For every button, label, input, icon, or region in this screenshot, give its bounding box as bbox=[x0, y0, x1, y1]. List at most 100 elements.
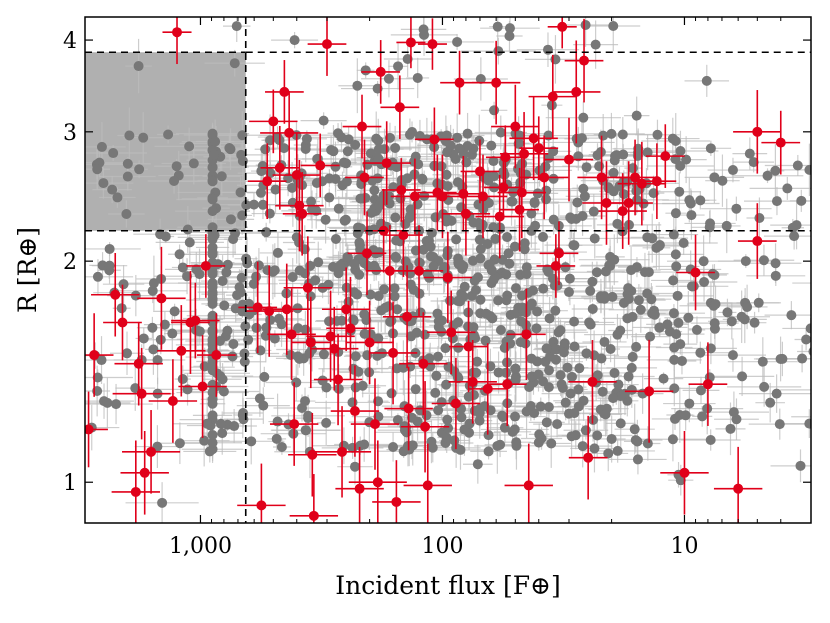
data-point-background bbox=[258, 400, 269, 411]
data-point-background bbox=[672, 290, 683, 301]
data-point-background bbox=[225, 214, 236, 225]
data-point-background bbox=[217, 428, 228, 439]
data-point-highlighted bbox=[775, 137, 786, 148]
data-point-background bbox=[524, 381, 535, 392]
data-point-background bbox=[318, 115, 329, 126]
data-point-highlighted bbox=[463, 341, 474, 352]
data-point-background bbox=[626, 384, 637, 395]
data-point-background bbox=[757, 356, 768, 367]
data-point-highlighted bbox=[630, 172, 641, 183]
data-point-background bbox=[272, 247, 283, 258]
data-point-background bbox=[360, 192, 371, 203]
data-point-highlighted bbox=[156, 293, 167, 304]
data-point-background bbox=[307, 204, 318, 215]
data-point-highlighted bbox=[587, 376, 598, 387]
data-point-background bbox=[749, 317, 760, 328]
data-point-background bbox=[617, 129, 628, 140]
data-point-background bbox=[544, 365, 555, 376]
data-point-background bbox=[726, 316, 737, 327]
data-point-background bbox=[538, 283, 549, 294]
data-point-background bbox=[147, 322, 158, 333]
data-point-background bbox=[673, 317, 684, 328]
data-point-background bbox=[560, 397, 571, 408]
data-point-highlighted bbox=[623, 197, 634, 208]
data-point-background bbox=[392, 414, 403, 425]
data-point-highlighted bbox=[550, 260, 561, 271]
data-point-background bbox=[393, 61, 404, 72]
data-point-background bbox=[669, 354, 680, 365]
data-point-background bbox=[722, 307, 733, 318]
data-point-background bbox=[532, 306, 543, 317]
data-point-highlighted bbox=[294, 200, 305, 211]
data-point-background bbox=[138, 333, 149, 344]
data-point-background bbox=[379, 284, 390, 295]
data-point-background bbox=[631, 185, 642, 196]
data-point-highlighted bbox=[752, 236, 763, 247]
data-point-background bbox=[492, 440, 503, 451]
data-point-background bbox=[431, 370, 442, 381]
data-point-background bbox=[592, 430, 603, 441]
data-point-background bbox=[207, 410, 218, 421]
data-point-highlighted bbox=[372, 477, 383, 488]
data-point-background bbox=[294, 265, 305, 276]
data-point-background bbox=[737, 371, 748, 382]
data-point-background bbox=[390, 142, 401, 153]
data-point-background bbox=[504, 30, 515, 41]
data-point-background bbox=[122, 348, 133, 359]
data-point-background bbox=[207, 162, 218, 173]
data-point-background bbox=[728, 407, 739, 418]
data-point-background bbox=[462, 128, 473, 139]
data-point-background bbox=[566, 371, 577, 382]
data-point-background bbox=[516, 316, 527, 327]
data-point-background bbox=[347, 397, 358, 408]
data-point-highlighted bbox=[391, 496, 402, 507]
data-point-background bbox=[704, 222, 715, 233]
data-point-background bbox=[350, 351, 361, 362]
data-point-highlighted bbox=[264, 306, 275, 317]
data-point-background bbox=[134, 164, 145, 175]
data-point-background bbox=[754, 212, 765, 223]
data-point-background bbox=[402, 173, 413, 184]
data-point-background bbox=[612, 445, 623, 456]
data-point-highlighted bbox=[289, 419, 300, 430]
data-point-background bbox=[611, 150, 622, 161]
data-point-background bbox=[98, 178, 109, 189]
data-point-background bbox=[813, 412, 823, 422]
data-point-background bbox=[239, 356, 250, 367]
data-point-background bbox=[293, 323, 304, 334]
data-point-background bbox=[228, 234, 239, 245]
data-point-highlighted bbox=[564, 154, 574, 165]
data-point-highlighted bbox=[297, 208, 308, 219]
data-point-highlighted bbox=[359, 172, 370, 183]
data-point-background bbox=[291, 377, 302, 388]
data-point-background bbox=[576, 133, 587, 144]
data-point-background bbox=[608, 393, 619, 404]
data-point-background bbox=[474, 415, 485, 426]
data-point-highlighted bbox=[498, 182, 509, 193]
data-point-background bbox=[642, 147, 653, 158]
data-point-background bbox=[392, 304, 403, 315]
data-point-highlighted bbox=[446, 327, 457, 338]
data-point-background bbox=[550, 354, 561, 365]
data-point-background bbox=[503, 248, 514, 259]
data-point-background bbox=[389, 283, 400, 294]
data-point-highlighted bbox=[579, 55, 590, 66]
data-point-background bbox=[398, 362, 409, 373]
data-point-highlighted bbox=[409, 191, 420, 202]
data-point-background bbox=[169, 175, 180, 186]
data-point-background bbox=[585, 319, 596, 330]
data-point-background bbox=[398, 446, 409, 457]
data-point-background bbox=[599, 293, 610, 304]
data-point-background bbox=[373, 144, 384, 155]
data-point-background bbox=[813, 278, 823, 288]
data-point-highlighted bbox=[398, 230, 409, 241]
data-point-background bbox=[426, 436, 437, 447]
data-point-highlighted bbox=[596, 172, 607, 183]
data-point-background bbox=[342, 146, 353, 157]
data-point-background bbox=[330, 161, 341, 172]
data-point-background bbox=[562, 362, 573, 373]
data-point-background bbox=[262, 265, 273, 276]
data-point-background bbox=[253, 260, 264, 271]
data-point-background bbox=[482, 238, 493, 249]
data-point-background bbox=[662, 319, 673, 330]
